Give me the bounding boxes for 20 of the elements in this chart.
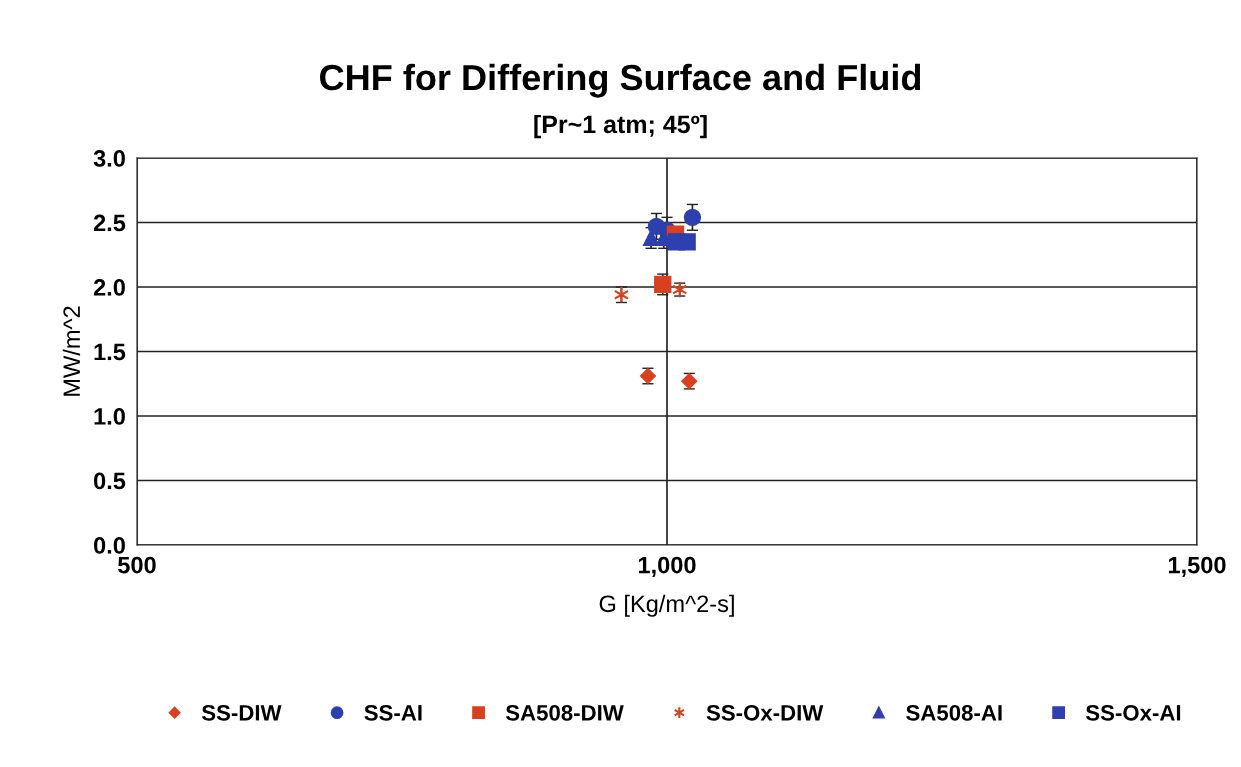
y-tick-label: 3.0 [93, 150, 125, 167]
legend-label: SS-DIW [201, 704, 282, 721]
legend-label: SA508-DIW [505, 704, 624, 721]
y-tick-label: 0.5 [94, 472, 126, 490]
x-tick-label: 1,500 [1168, 556, 1226, 577]
x-tick-label: 500 [118, 556, 156, 574]
x-axis-title: G [Kg/m^2-s] [599, 594, 734, 617]
y-axis-title: MW/m^2 [62, 306, 81, 396]
chart-title: CHF for Differing Surface and Fluid [320, 63, 921, 98]
y-tick-label: 2.0 [93, 279, 125, 296]
legend-label: SS-Ox-DIW [706, 704, 824, 721]
y-tick-label: 1.5 [94, 343, 126, 361]
chart-subtitle: [Pr~1 atm; 45º] [534, 114, 707, 139]
y-tick-label: 0.0 [94, 537, 125, 554]
legend-label: SS-AI [364, 704, 422, 721]
y-tick-label: 2.5 [93, 214, 126, 232]
x-tick-label: 1,000 [638, 556, 696, 577]
legend-label: SS-Ox-AI [1085, 704, 1181, 721]
y-tick-label: 1.0 [94, 408, 125, 425]
legend-label: SA508-AI [906, 704, 1002, 721]
